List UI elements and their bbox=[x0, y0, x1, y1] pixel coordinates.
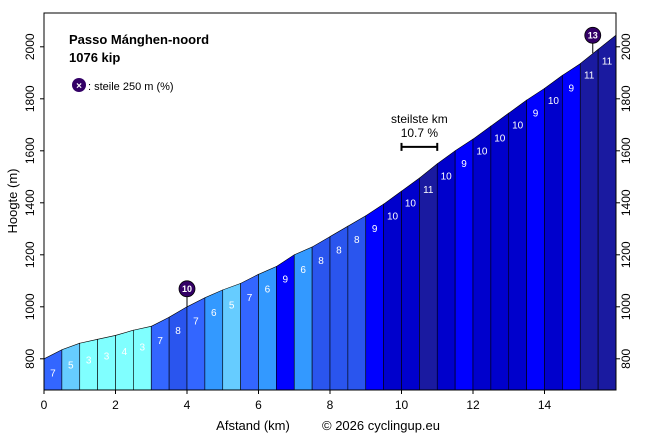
profile-segment bbox=[508, 99, 527, 391]
chart-subtitle: 1076 kip bbox=[69, 50, 120, 65]
profile-segment bbox=[419, 163, 438, 391]
x-tick-label: 10 bbox=[395, 398, 409, 412]
y-tick-label-right: 1200 bbox=[619, 241, 633, 268]
gradient-label: 11 bbox=[584, 71, 595, 82]
y-tick-label: 1400 bbox=[23, 189, 37, 216]
x-tick-label: 8 bbox=[327, 398, 334, 412]
gradient-label: 10 bbox=[494, 134, 506, 145]
legend: × : steile 250 m (%) bbox=[72, 78, 174, 93]
gradient-label: 5 bbox=[68, 360, 74, 371]
x-tick-label: 0 bbox=[41, 398, 48, 412]
x-axis: 0 2 4 6 8 10 12 14 bbox=[41, 390, 552, 412]
gradient-label: 7 bbox=[157, 336, 163, 347]
profile-segment bbox=[526, 87, 545, 391]
y-tick-label: 1200 bbox=[23, 241, 37, 268]
gradient-label: 10 bbox=[512, 121, 524, 132]
y-tick-label: 1800 bbox=[23, 85, 37, 112]
y-tick-label: 1600 bbox=[23, 137, 37, 164]
profile-segment bbox=[562, 63, 581, 391]
steep-marker-badge-icon bbox=[584, 26, 602, 44]
gradient-label: 6 bbox=[265, 284, 271, 295]
legend-badge-symbol: × bbox=[76, 81, 82, 92]
y-tick-label-right: 1400 bbox=[619, 189, 633, 216]
x-tick-label: 6 bbox=[255, 398, 262, 412]
y-tick-label-right: 1000 bbox=[619, 293, 633, 320]
profile-segment bbox=[150, 316, 170, 391]
profile-segment bbox=[240, 273, 259, 391]
legend-text: : steile 250 m (%) bbox=[88, 81, 174, 93]
x-axis-label: Afstand (km) bbox=[216, 418, 290, 433]
gradient-label: 9 bbox=[569, 84, 575, 95]
steep-marker-label: 10 bbox=[182, 284, 192, 294]
profile-segment bbox=[168, 306, 188, 391]
profile-segment bbox=[401, 177, 420, 391]
profile-segment bbox=[436, 150, 456, 391]
gradient-label: 7 bbox=[50, 368, 56, 379]
profile-segment bbox=[115, 329, 134, 391]
gradient-label: 9 bbox=[461, 159, 467, 170]
profile-segment bbox=[472, 125, 492, 391]
profile-segment bbox=[454, 138, 474, 391]
gradient-label: 8 bbox=[354, 235, 360, 246]
profile-segment bbox=[186, 297, 206, 391]
legend-badge-icon bbox=[72, 78, 86, 92]
gradient-label: 6 bbox=[300, 265, 306, 276]
gradient-label: 11 bbox=[602, 56, 613, 67]
y-tick-label-right: 2000 bbox=[619, 33, 633, 60]
gradient-label: 10 bbox=[548, 96, 560, 107]
profile-segment bbox=[544, 74, 563, 391]
y-tick-label: 800 bbox=[23, 348, 37, 368]
gradient-label: 8 bbox=[318, 256, 324, 267]
gradient-label: 4 bbox=[122, 347, 128, 358]
gradient-label: 7 bbox=[247, 293, 253, 304]
gradient-label: 9 bbox=[283, 275, 289, 286]
gradient-label: 8 bbox=[175, 326, 181, 337]
x-tick-label: 2 bbox=[112, 398, 119, 412]
gradient-label: 8 bbox=[336, 245, 342, 256]
gradient-label: 6 bbox=[211, 308, 217, 319]
x-tick-label: 14 bbox=[538, 398, 552, 412]
gradient-label: 10 bbox=[387, 212, 399, 223]
steep-marker-label: 13 bbox=[588, 30, 598, 40]
y-tick-label-right: 1600 bbox=[619, 137, 633, 164]
steep-marker-badge-icon bbox=[178, 280, 196, 298]
gradient-label: 9 bbox=[372, 224, 378, 235]
x-tick-label: 12 bbox=[466, 398, 480, 412]
y-tick-label-right: 800 bbox=[619, 348, 633, 368]
gradient-label: 5 bbox=[229, 301, 235, 312]
profile-segment bbox=[97, 335, 116, 391]
profile-segment bbox=[204, 289, 224, 391]
gradient-label: 3 bbox=[86, 355, 92, 366]
credit-text: © 2026 cyclingup.eu bbox=[322, 418, 440, 433]
y-tick-label: 2000 bbox=[23, 33, 37, 60]
y-axis: 800 800 1000 1000 1200 1200 1400 1400 1600 1600 18… bbox=[23, 33, 633, 369]
profile-segment bbox=[579, 48, 599, 391]
gradient-label: 10 bbox=[441, 171, 453, 182]
gradient-label: 10 bbox=[476, 147, 488, 158]
gradient-label: 3 bbox=[104, 351, 110, 362]
y-tick-label-right: 1800 bbox=[619, 85, 633, 112]
y-axis-label: Hoogte (m) bbox=[5, 168, 20, 233]
gradient-label: 7 bbox=[193, 316, 199, 327]
gradient-label: 9 bbox=[533, 108, 539, 119]
profile-segments bbox=[43, 34, 617, 391]
steepest-km-label: steilste km bbox=[391, 112, 448, 126]
x-tick-label: 4 bbox=[184, 398, 191, 412]
gradient-labels: 75 3 3 4 37876576968889101011109101010910911… bbox=[50, 56, 613, 379]
profile-segment bbox=[222, 282, 241, 391]
steep-markers: 10 13 bbox=[178, 26, 602, 307]
gradient-label: 3 bbox=[140, 342, 146, 353]
profile-segment bbox=[133, 325, 152, 391]
steepest-km-annotation: steilste km 10.7 % bbox=[391, 112, 448, 151]
gradient-label: 11 bbox=[423, 185, 434, 196]
y-tick-label: 1000 bbox=[23, 293, 37, 320]
chart-title: Passo Mánghen-noord bbox=[69, 32, 209, 47]
profile-segment bbox=[490, 112, 510, 391]
steepest-km-value: 10.7 % bbox=[401, 126, 439, 140]
gradient-label: 10 bbox=[405, 199, 417, 210]
profile-segment bbox=[597, 34, 617, 391]
